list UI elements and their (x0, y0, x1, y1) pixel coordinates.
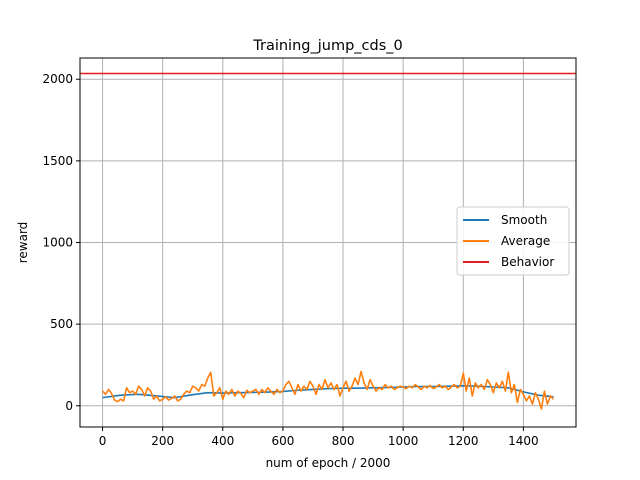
legend-label-average: Average (501, 234, 550, 248)
y-tick-label: 1500 (42, 154, 73, 168)
y-tick-label: 0 (65, 399, 73, 413)
y-tick-label: 1000 (42, 236, 73, 250)
x-tick-label: 200 (151, 434, 174, 448)
legend: Smooth Average Behavior (456, 206, 570, 276)
grid-lines (80, 58, 576, 427)
legend-label-behavior: Behavior (501, 255, 554, 269)
x-axis-label: num of epoch / 2000 (266, 456, 391, 470)
x-tick-label: 0 (99, 434, 107, 448)
series-layer (80, 72, 576, 410)
chart-title: Training_jump_cds_0 (252, 38, 402, 54)
x-tick-label: 1000 (388, 434, 419, 448)
y-tick-label: 2000 (42, 72, 73, 86)
axis-ticks: 0 200 400 600 800 1000 1200 1400 0 500 1000 1500 200… (42, 72, 538, 448)
legend-label-smooth: Smooth (501, 213, 547, 227)
y-tick-label: 500 (50, 317, 73, 331)
x-tick-label: 400 (211, 434, 234, 448)
x-tick-label: 800 (332, 434, 355, 448)
y-axis-label: reward (16, 222, 30, 264)
x-tick-label: 1200 (448, 434, 479, 448)
series-line-average (101, 370, 555, 410)
legend-box (456, 206, 570, 276)
x-tick-label: 600 (271, 434, 294, 448)
x-tick-label: 1400 (508, 434, 539, 448)
